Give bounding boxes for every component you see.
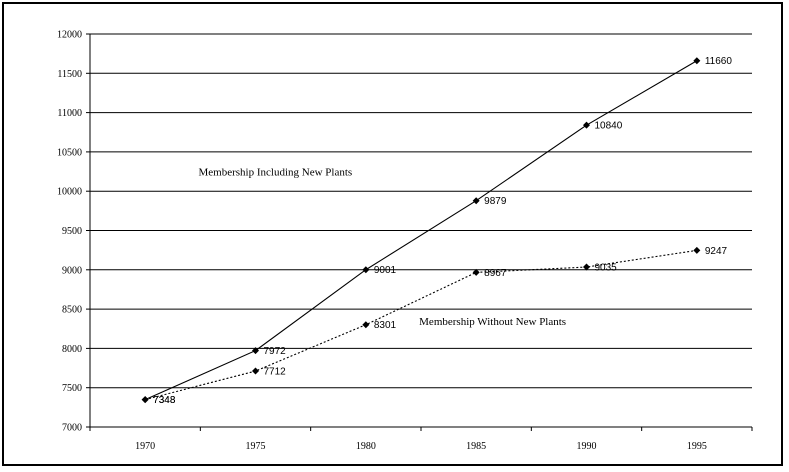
- series-2-marker: [362, 321, 370, 329]
- series-1-marker: [362, 266, 370, 274]
- series-2-marker: [252, 367, 259, 375]
- series-1-marker: [693, 57, 701, 65]
- series-1-data-label: 9879: [484, 196, 507, 207]
- series-2-marker: [472, 268, 480, 276]
- series-1-line: [144, 60, 698, 401]
- series-1-marker: [583, 121, 590, 129]
- x-tick-label: 1975: [246, 441, 266, 452]
- series-2-data-label: 9035: [595, 263, 618, 274]
- y-tick-label: 11000: [57, 108, 82, 119]
- series-2-marker: [141, 396, 149, 404]
- chart-frame: [2, 2, 783, 466]
- y-tick-label: 9500: [62, 226, 82, 237]
- series-2-marker: [693, 246, 701, 254]
- series-2-data-label: 7712: [264, 367, 287, 378]
- series-2-data-label: 9247: [705, 246, 728, 257]
- y-tick-label: 7500: [62, 383, 82, 394]
- series-lines: [144, 60, 698, 401]
- x-tick-label: 1970: [135, 441, 155, 452]
- y-tick-label: 10500: [57, 147, 82, 158]
- series-1-marker: [472, 197, 480, 205]
- data-labels: 7348797290019879108401166073487712830189…: [153, 56, 732, 406]
- series-1-data-label: 10840: [595, 121, 623, 132]
- annotation-label: Membership Including New Plants: [199, 166, 353, 178]
- series-1-data-label: 9001: [374, 265, 397, 276]
- y-axis-ticks: 7000 7500 8000 8500 9000 9500 10000 10500 11000 1…: [57, 30, 90, 434]
- y-tick-label: 11500: [57, 69, 82, 80]
- x-axis-ticks: 1970 1975 1980 1985 1990 1995: [89, 427, 753, 452]
- y-tick-label: 8000: [62, 344, 82, 355]
- x-tick-label: 1985: [466, 441, 486, 452]
- y-tick-label: 9000: [62, 265, 82, 276]
- series-1-data-label: 11660: [705, 56, 733, 67]
- series-2-line: [145, 249, 697, 401]
- series-1-data-label: 7972: [264, 346, 287, 357]
- series-2-marker: [583, 263, 590, 271]
- x-tick-label: 1995: [687, 441, 707, 452]
- series-1-marker: [252, 347, 259, 355]
- annotations: Membership Including New Plants Membershi…: [199, 166, 567, 327]
- y-tick-label: 8500: [62, 305, 82, 316]
- annotation-label: Membership Without New Plants: [419, 316, 566, 328]
- series-markers: [141, 57, 701, 404]
- gridlines: [90, 33, 752, 389]
- y-tick-label: 12000: [57, 30, 82, 41]
- series-2-data-label: 7348: [153, 395, 176, 406]
- x-tick-label: 1980: [356, 441, 376, 452]
- series-2-data-label: 8967: [484, 268, 507, 279]
- y-tick-label: 10000: [57, 187, 82, 198]
- series-1-data-label: 7348: [153, 395, 176, 406]
- y-tick-label: 7000: [62, 423, 82, 434]
- x-tick-label: 1990: [577, 441, 597, 452]
- series-2-data-label: 8301: [374, 320, 397, 331]
